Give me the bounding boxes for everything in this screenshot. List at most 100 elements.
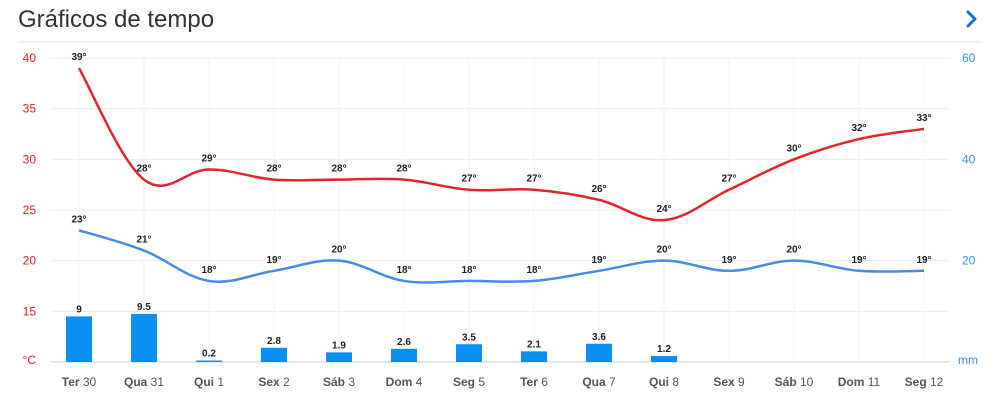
- max-data-label: 28°: [266, 164, 281, 175]
- x-tick-label: Seg 12: [905, 375, 944, 389]
- x-tick-day: Dom: [838, 375, 868, 389]
- x-tick-date: 31: [151, 375, 165, 389]
- max-data-label: 27°: [721, 174, 736, 185]
- x-tick-date: 2: [283, 375, 290, 389]
- x-tick-label: Ter 30: [62, 375, 97, 389]
- x-tick-date: 12: [930, 375, 944, 389]
- x-tick-date: 11: [868, 375, 881, 389]
- max-data-label: 29°: [201, 153, 216, 164]
- x-tick-label: Dom 4: [386, 375, 423, 389]
- max-data-label: 27°: [526, 174, 541, 185]
- max-data-label: 27°: [461, 174, 476, 185]
- x-tick-day: Ter: [520, 375, 541, 389]
- min-data-label: 20°: [331, 245, 346, 256]
- x-tick-day: Qua: [124, 375, 151, 389]
- min-data-label: 19°: [916, 255, 931, 266]
- min-temperature-line: [78, 229, 925, 284]
- min-data-label: 18°: [396, 265, 411, 276]
- x-tick-date: 9: [738, 375, 745, 389]
- y-right-unit: mm: [958, 353, 978, 367]
- min-data-label: 18°: [526, 265, 541, 276]
- x-tick-day: Qua: [582, 375, 609, 389]
- max-data-label: 30°: [786, 143, 801, 154]
- x-tick-day: Seg: [453, 375, 478, 389]
- x-tick-date: 1: [217, 375, 224, 389]
- x-tick-label: Qua 31: [124, 375, 164, 389]
- max-data-label: 33°: [916, 113, 931, 124]
- bar-data-label: 3.6: [592, 332, 606, 343]
- x-tick-day: Qui: [649, 375, 672, 389]
- y-left-tick: 25: [23, 203, 37, 217]
- x-tick-label: Sáb 10: [775, 375, 814, 389]
- y-right-tick: 60: [962, 51, 976, 65]
- x-tick-day: Sex: [713, 375, 738, 389]
- x-tick-label: Qui 8: [649, 375, 679, 389]
- min-data-label: 19°: [591, 255, 606, 266]
- x-tick-day: Dom: [386, 375, 416, 389]
- y-right-tick: 40: [962, 152, 976, 166]
- bar-data-label: 9.5: [137, 302, 151, 313]
- precipitation-bar: [196, 360, 222, 362]
- max-data-label: 24°: [656, 204, 671, 215]
- max-data-label: 28°: [136, 164, 151, 175]
- bar-data-label: 1.9: [332, 340, 346, 351]
- x-tick-date: 5: [478, 375, 485, 389]
- min-data-label: 18°: [461, 265, 476, 276]
- x-tick-label: Dom 11: [838, 375, 881, 389]
- x-tick-date: 10: [800, 375, 814, 389]
- max-data-label: 26°: [591, 184, 606, 195]
- x-tick-day: Seg: [905, 375, 930, 389]
- bar-data-label: 9: [76, 304, 82, 315]
- precipitation-bar: [521, 351, 547, 362]
- x-tick-label: Sex 2: [258, 375, 290, 389]
- x-tick-date: 8: [672, 375, 679, 389]
- x-tick-date: 4: [416, 375, 423, 389]
- x-tick-label: Sáb 3: [323, 375, 355, 389]
- min-data-label: 19°: [851, 255, 866, 266]
- x-tick-day: Sáb: [323, 375, 348, 389]
- bar-data-label: 1.2: [657, 344, 671, 355]
- max-temperature-line: [77, 67, 925, 222]
- page-title: Gráficos de tempo: [18, 6, 215, 33]
- precipitation-bar: [326, 352, 352, 362]
- min-data-label: 19°: [721, 255, 736, 266]
- y-left-tick: 15: [23, 304, 37, 318]
- x-tick-day: Sex: [258, 375, 283, 389]
- max-data-label: 39°: [71, 52, 86, 63]
- x-tick-day: Ter: [62, 375, 83, 389]
- precipitation-bar: [391, 348, 417, 362]
- max-data-label: 28°: [331, 164, 346, 175]
- y-left-tick: 40: [23, 51, 37, 65]
- precipitation-bar: [651, 355, 677, 362]
- x-tick-day: Qui: [194, 375, 217, 389]
- x-tick-label: Qua 7: [582, 375, 616, 389]
- y-left-tick: 30: [23, 152, 37, 166]
- precipitation-bar: [586, 343, 612, 362]
- y-right-tick: 20: [962, 254, 976, 268]
- x-tick-label: Seg 5: [453, 375, 485, 389]
- bar-data-label: 0.2: [202, 349, 216, 360]
- precipitation-bar: [456, 344, 482, 362]
- bar-data-label: 2.1: [527, 339, 541, 350]
- x-tick-date: 3: [348, 375, 355, 389]
- max-data-label: 28°: [396, 164, 411, 175]
- x-tick-label: Qui 1: [194, 375, 224, 389]
- x-tick-date: 30: [83, 375, 97, 389]
- bar-data-label: 2.6: [397, 337, 411, 348]
- x-tick-label: Sex 9: [713, 375, 745, 389]
- x-tick-date: 7: [609, 375, 616, 389]
- chevron-right-icon[interactable]: [962, 4, 982, 34]
- max-data-label: 32°: [851, 123, 866, 134]
- precipitation-bar: [131, 313, 157, 362]
- min-data-label: 18°: [201, 265, 216, 276]
- precipitation-bar: [66, 316, 92, 362]
- precipitation-bar: [261, 347, 287, 362]
- min-data-label: 21°: [136, 235, 151, 246]
- y-left-unit: °C: [23, 353, 37, 367]
- x-tick-day: Sáb: [775, 375, 800, 389]
- x-tick-label: Ter 6: [520, 375, 548, 389]
- bar-data-label: 2.8: [267, 336, 281, 347]
- min-data-label: 20°: [786, 245, 801, 256]
- x-tick-date: 6: [541, 375, 548, 389]
